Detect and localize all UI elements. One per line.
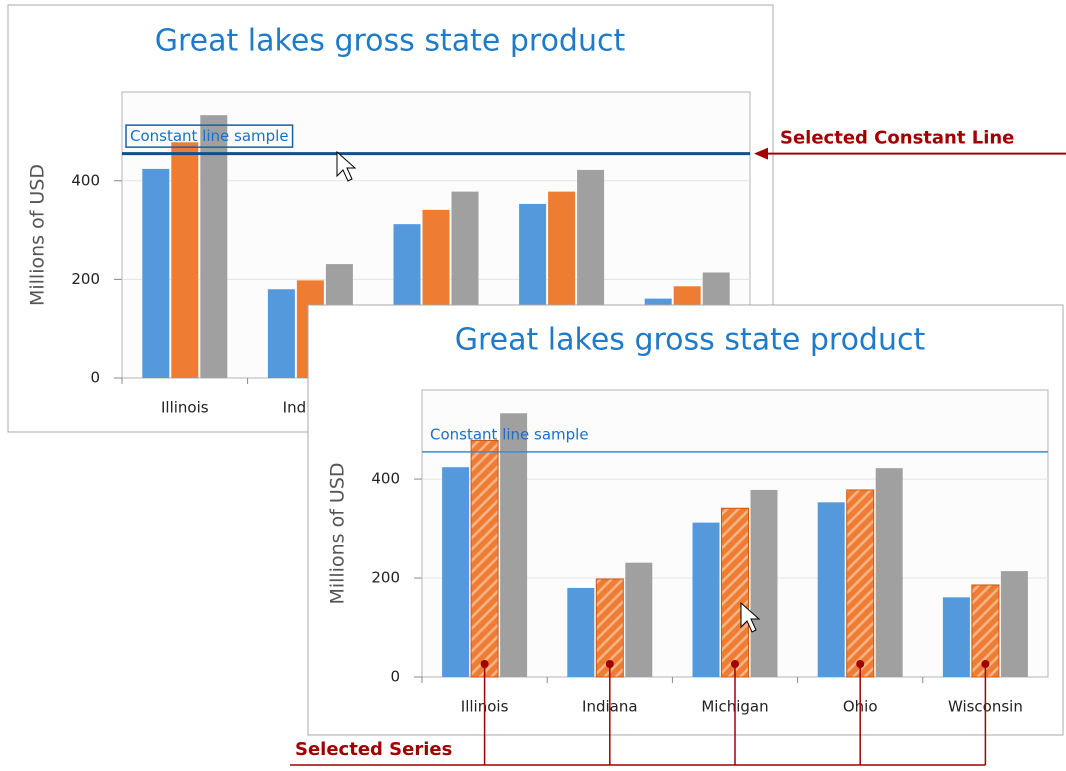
annotation-dot — [605, 660, 614, 668]
y-tick-label: 400 — [371, 470, 400, 488]
bar — [692, 522, 720, 677]
bar — [267, 289, 295, 378]
bar — [171, 142, 199, 378]
x-tick-label: Illinois — [161, 399, 209, 417]
annotation-label: Selected Constant Line — [780, 128, 1014, 149]
bar — [817, 502, 845, 677]
annotation-dot — [981, 660, 990, 668]
annotation-dot — [731, 660, 739, 668]
cursor — [336, 150, 357, 182]
bar — [567, 587, 595, 677]
bar — [500, 413, 528, 677]
annotation-dot — [480, 660, 489, 668]
bar — [1000, 571, 1028, 677]
y-axis-title: Millions of USD — [327, 462, 349, 604]
bar — [846, 489, 875, 678]
y-tick-label: 0 — [390, 668, 400, 686]
bar — [470, 439, 499, 678]
bar — [142, 168, 170, 378]
chart-title: Great lakes gross state product — [455, 323, 926, 358]
bar — [750, 489, 778, 677]
y-tick-label: 0 — [90, 369, 100, 387]
bar — [442, 467, 470, 677]
bar — [625, 562, 653, 677]
chart-title: Great lakes gross state product — [155, 24, 626, 59]
annotation-label: Selected Series — [295, 739, 452, 760]
y-tick-label: 400 — [71, 171, 100, 189]
bar — [721, 507, 749, 678]
y-tick-label: 200 — [71, 270, 100, 288]
constant-line-label: Constant line sample — [130, 127, 289, 145]
bar — [875, 468, 903, 677]
annotation-dot — [856, 660, 865, 668]
selection-box — [125, 124, 294, 148]
cursor — [740, 601, 761, 633]
chart: Great lakes gross state product Millions … — [307, 304, 1064, 736]
constant-line-label: Constant line sample — [430, 425, 589, 443]
annotation-arrowhead — [754, 147, 768, 160]
bar — [200, 115, 228, 378]
y-tick-label: 200 — [371, 569, 400, 587]
y-axis-title: Millions of USD — [27, 164, 49, 306]
bar — [942, 597, 970, 677]
